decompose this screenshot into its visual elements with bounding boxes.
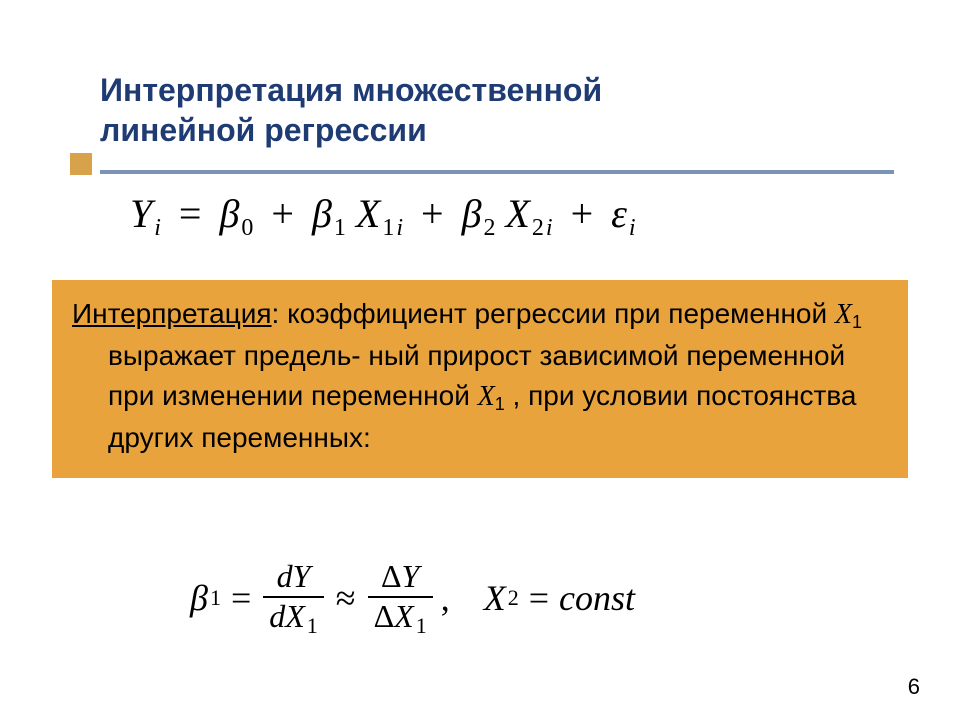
eq2-const: const <box>559 577 635 619</box>
title-accent-square <box>70 153 92 175</box>
eq1-Y-sub: i <box>152 215 161 241</box>
eq1-beta1-sub: 1 <box>332 215 346 241</box>
eq2-DX-X: X <box>394 598 414 634</box>
derivative-equation: β1 = dY dX1 ≈ ΔY ΔX1 , X2 = const <box>190 560 635 637</box>
eq2-DY-Y: Y <box>402 558 420 594</box>
eq2-X2-sub: 2 <box>506 585 519 611</box>
eq2-frac1-den: dX1 <box>263 596 324 637</box>
eq2-dX-d: d <box>269 598 285 634</box>
eq1-X2-sub2: 2 <box>530 215 544 241</box>
eq1-plus2: + <box>413 191 452 236</box>
eq1-X1-sub1: 1 <box>380 215 394 241</box>
interp-x1b-sub: 1 <box>495 394 505 414</box>
eq2-dY-Y: Y <box>293 558 311 594</box>
eq2-frac2-num: ΔY <box>375 560 425 596</box>
title-underline <box>100 170 894 174</box>
title-line-2: линейной регрессии <box>100 110 860 150</box>
eq2-approx: ≈ <box>326 577 366 619</box>
eq1-beta0-sub: 0 <box>239 215 253 241</box>
eq2-equals2: = <box>519 577 559 619</box>
slide: Интерпретация множественной линейной рег… <box>0 0 960 720</box>
interpretation-text: Интерпретация: коэффициент регрессии при… <box>72 294 888 458</box>
eq1-equals: = <box>171 191 210 236</box>
eq2-frac1: dY dX1 <box>261 560 326 637</box>
page-number: 6 <box>908 674 920 700</box>
eq2-DX-sub: 1 <box>414 613 427 638</box>
interp-t2: выражает предель- <box>108 340 361 371</box>
eq2-beta: β <box>190 577 208 619</box>
interpretation-box: Интерпретация: коэффициент регрессии при… <box>52 280 908 478</box>
eq1-eps-sub: i <box>627 215 636 241</box>
interp-x1b: X <box>478 381 495 412</box>
eq2-frac2-den: ΔX1 <box>368 596 433 637</box>
eq1-Y: Y <box>130 191 152 236</box>
slide-title: Интерпретация множественной линейной рег… <box>100 70 860 150</box>
eq1-beta0: β <box>219 191 239 236</box>
eq1-beta2-sub: 2 <box>481 215 495 241</box>
eq2-dY-d: d <box>277 558 293 594</box>
eq1-beta1: β <box>312 191 332 236</box>
eq2-beta-sub: 1 <box>208 585 221 611</box>
regression-equation: Yi = β0 + β1 X1i + β2 X2i + εi <box>130 190 636 242</box>
eq1-X1-sub-i: i <box>394 215 403 241</box>
eq2-X2: X <box>454 577 506 619</box>
eq2-equals: = <box>221 577 261 619</box>
eq1-X2: X <box>505 191 529 236</box>
eq1-plus3: + <box>563 191 602 236</box>
eq2-comma: , <box>435 577 454 619</box>
title-line-1: Интерпретация множественной <box>100 70 860 110</box>
eq1-X2-sub-i: i <box>544 215 553 241</box>
eq1-plus1: + <box>263 191 302 236</box>
interpretation-lead: Интерпретация <box>72 298 272 329</box>
eq2-DY-D: Δ <box>381 558 402 594</box>
interp-x1-sub: 1 <box>852 312 862 332</box>
eq1-beta2: β <box>462 191 482 236</box>
interp-x1: X <box>835 299 852 330</box>
eq2-frac1-num: dY <box>271 560 317 596</box>
eq2-dX-sub: 1 <box>305 613 318 638</box>
eq1-eps: ε <box>611 191 627 236</box>
interp-t1: : коэффициент регрессии при переменной <box>272 298 835 329</box>
eq1-X1: X <box>356 191 380 236</box>
eq2-frac2: ΔY ΔX1 <box>366 560 435 637</box>
eq2-dX-X: X <box>285 598 305 634</box>
eq2-DX-D: Δ <box>374 598 395 634</box>
